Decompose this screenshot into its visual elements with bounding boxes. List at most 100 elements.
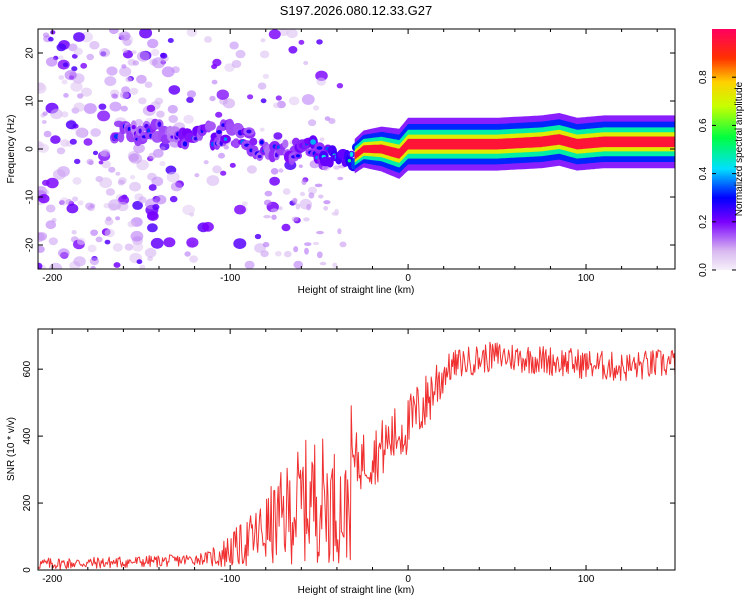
noise-blob xyxy=(52,169,66,180)
noise-blob xyxy=(155,194,167,205)
track-core xyxy=(316,146,323,150)
noise-blob xyxy=(49,262,63,269)
x-tick-label: 100 xyxy=(578,273,595,284)
noise-blob xyxy=(244,260,255,269)
noise-blob xyxy=(186,237,199,248)
noise-blob xyxy=(71,230,77,235)
noise-blob xyxy=(229,162,236,168)
noise-blob xyxy=(132,200,144,210)
noise-blob xyxy=(139,264,146,269)
noise-blob xyxy=(139,29,153,39)
noise-blob xyxy=(323,206,329,211)
noise-blob xyxy=(73,102,85,112)
snr-series-line xyxy=(38,341,675,570)
noise-blob xyxy=(160,52,166,58)
x-tick-label: -100 xyxy=(220,273,240,284)
noise-blob xyxy=(339,241,347,248)
x-tick-label: -100 xyxy=(220,574,240,585)
noise-blob xyxy=(83,103,97,114)
noise-blob xyxy=(63,93,69,98)
noise-blob xyxy=(77,93,84,99)
noise-blob xyxy=(151,176,164,187)
noise-blob xyxy=(129,87,139,95)
noise-blob xyxy=(128,153,139,163)
noise-blob xyxy=(119,31,131,41)
noise-blob xyxy=(46,177,59,189)
noise-blob xyxy=(220,170,227,176)
noise-blob xyxy=(254,243,266,253)
noise-blob xyxy=(76,237,86,245)
noise-blob xyxy=(204,36,212,43)
noise-blob xyxy=(105,188,115,196)
y-tick-label: 10 xyxy=(25,95,36,107)
noise-blob xyxy=(56,43,67,52)
noise-blob xyxy=(108,166,116,173)
noise-blob xyxy=(90,266,96,269)
noise-blob xyxy=(150,48,160,57)
noise-blob xyxy=(306,203,312,211)
spectrogram-y-ticks: 20 10 0 -10 -20 xyxy=(25,47,675,252)
noise-blob xyxy=(98,160,104,165)
noise-blob xyxy=(138,97,147,105)
noise-blob xyxy=(268,29,281,40)
noise-blob xyxy=(295,203,301,210)
noise-blob xyxy=(337,176,344,181)
noise-blob xyxy=(333,165,340,170)
noise-blob xyxy=(65,120,77,130)
noise-blob xyxy=(304,242,312,247)
colorbar-gradient xyxy=(712,29,736,270)
y-tick-label: 0 xyxy=(25,146,36,152)
noise-blob xyxy=(166,171,180,183)
noise-blob xyxy=(260,98,267,104)
track-core xyxy=(223,137,228,142)
noise-blob xyxy=(50,30,56,35)
noise-blob xyxy=(77,200,84,206)
noise-blob xyxy=(124,243,134,251)
colorbar-tick-label: 0.6 xyxy=(698,118,709,132)
noise-blob xyxy=(97,110,111,122)
noise-blob xyxy=(92,150,99,156)
figure-title: S197.2026.080.12.33.G27 xyxy=(280,3,433,18)
noise-blob xyxy=(69,138,77,145)
track-core xyxy=(127,126,132,132)
noise-blob xyxy=(38,82,45,91)
snr-panel: -200 -100 0 100 0 200 400 600 Height of straig… xyxy=(6,328,676,596)
noise-blob xyxy=(48,36,54,42)
noise-blob xyxy=(298,39,305,45)
track-core xyxy=(259,140,264,145)
noise-blob xyxy=(100,149,111,158)
noise-blob xyxy=(216,89,229,100)
noise-blob xyxy=(106,66,118,76)
noise-blob xyxy=(274,250,282,257)
track-core xyxy=(349,151,354,157)
noise-blob xyxy=(122,48,128,53)
noise-blob xyxy=(62,62,69,67)
noise-blob xyxy=(314,183,323,188)
noise-blob xyxy=(262,73,269,79)
noise-blob xyxy=(291,197,298,203)
noise-blob xyxy=(146,104,156,112)
x-tick-label: -200 xyxy=(42,574,62,585)
track-core xyxy=(347,159,352,163)
noise-blob xyxy=(222,98,236,109)
colorbar-tick-label: 0.0 xyxy=(698,263,709,277)
noise-blob xyxy=(328,118,336,124)
noise-blob xyxy=(235,49,246,59)
noise-blob xyxy=(104,228,115,238)
track-blob xyxy=(282,139,289,149)
noise-blob xyxy=(156,110,165,118)
y-tick-label: 200 xyxy=(22,494,33,511)
noise-blob xyxy=(270,208,279,213)
noise-blob xyxy=(259,127,265,132)
noise-blob xyxy=(45,220,57,230)
track-core xyxy=(193,136,198,141)
noise-blob xyxy=(170,182,183,192)
noise-blob xyxy=(312,241,320,246)
noise-blob xyxy=(50,135,61,144)
noise-blob xyxy=(58,55,64,60)
noise-blob xyxy=(80,62,88,69)
track-blob xyxy=(249,137,258,146)
noise-blob xyxy=(203,160,209,165)
noise-blob xyxy=(50,108,63,120)
noise-blob xyxy=(212,165,222,174)
